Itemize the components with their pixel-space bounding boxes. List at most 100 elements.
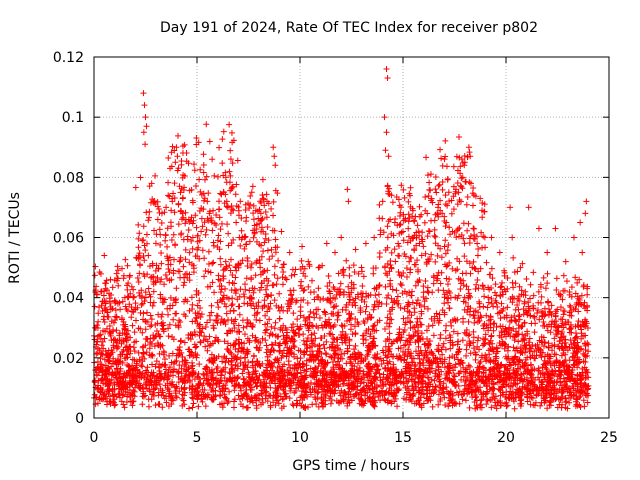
data-point (268, 341, 275, 348)
data-point (191, 167, 198, 174)
data-point (264, 398, 271, 405)
data-point (268, 292, 275, 299)
data-point (236, 396, 243, 403)
data-point (261, 297, 268, 304)
data-point (149, 302, 156, 309)
data-point (470, 334, 477, 341)
data-point (374, 351, 381, 358)
data-point (229, 184, 236, 191)
data-point (442, 223, 449, 230)
data-point (182, 209, 189, 216)
data-point (510, 284, 517, 291)
chart-title: Day 191 of 2024, Rate Of TEC Index for r… (160, 20, 538, 36)
data-point (178, 349, 185, 356)
data-point (517, 363, 524, 370)
data-point (446, 224, 453, 231)
data-point (100, 313, 107, 320)
data-point (128, 314, 135, 321)
data-point (501, 328, 508, 335)
data-point (259, 399, 266, 406)
data-point (279, 281, 286, 288)
data-point (156, 226, 163, 233)
data-point (425, 323, 432, 330)
data-point (393, 287, 400, 294)
data-point (383, 354, 390, 361)
data-point (382, 263, 389, 270)
data-point (91, 272, 98, 279)
data-point (572, 290, 579, 297)
data-point (466, 404, 473, 411)
data-point (446, 305, 453, 312)
data-point (200, 162, 207, 169)
data-point (490, 327, 497, 334)
data-point (269, 253, 276, 260)
data-point (168, 276, 175, 283)
data-point (280, 261, 287, 268)
data-point (375, 366, 382, 373)
data-point (216, 246, 223, 253)
data-point (288, 272, 295, 279)
data-point (288, 291, 295, 298)
data-point (437, 245, 444, 252)
data-point (165, 393, 172, 400)
data-point (535, 374, 542, 381)
data-point (151, 343, 158, 350)
data-point (310, 338, 317, 345)
data-point (269, 227, 276, 234)
data-point (434, 210, 441, 217)
data-point (482, 391, 489, 398)
data-point (347, 326, 354, 333)
data-point (166, 321, 173, 328)
data-point (444, 202, 451, 209)
data-point (315, 348, 322, 355)
data-point (277, 326, 284, 333)
data-point (542, 285, 549, 292)
data-point (210, 242, 217, 249)
data-point (175, 221, 182, 228)
data-point (504, 285, 511, 292)
data-point (442, 137, 449, 144)
data-point (115, 267, 122, 274)
data-point (435, 342, 442, 349)
data-point (321, 333, 328, 340)
data-point (323, 351, 330, 358)
data-point (421, 219, 428, 226)
data-point (434, 252, 441, 259)
data-point (301, 265, 308, 272)
data-point (96, 269, 103, 276)
data-point (503, 327, 510, 334)
data-point (250, 399, 256, 406)
data-point (582, 346, 589, 353)
data-point (244, 300, 251, 307)
data-point (423, 387, 430, 394)
data-point (182, 313, 189, 320)
data-point (227, 172, 234, 179)
data-point (217, 255, 224, 262)
data-point (286, 395, 293, 402)
data-point (177, 376, 184, 383)
data-point (457, 182, 464, 189)
data-point (422, 207, 429, 214)
data-point (425, 374, 432, 381)
data-point (465, 220, 472, 227)
data-point (298, 257, 305, 264)
data-point (413, 229, 420, 236)
data-point (256, 287, 263, 294)
data-point (527, 312, 534, 319)
data-point (231, 396, 238, 403)
data-point (189, 383, 196, 390)
data-point (454, 338, 461, 345)
data-point (166, 305, 173, 312)
data-point (411, 218, 418, 225)
data-point (437, 395, 444, 402)
data-point (376, 215, 383, 222)
data-point (288, 299, 295, 306)
data-point (467, 350, 474, 357)
data-point (264, 308, 271, 315)
data-point (289, 365, 296, 372)
data-point (157, 278, 164, 285)
data-point (275, 359, 282, 366)
data-point (254, 309, 261, 316)
data-point (198, 215, 205, 222)
data-point (157, 291, 164, 298)
